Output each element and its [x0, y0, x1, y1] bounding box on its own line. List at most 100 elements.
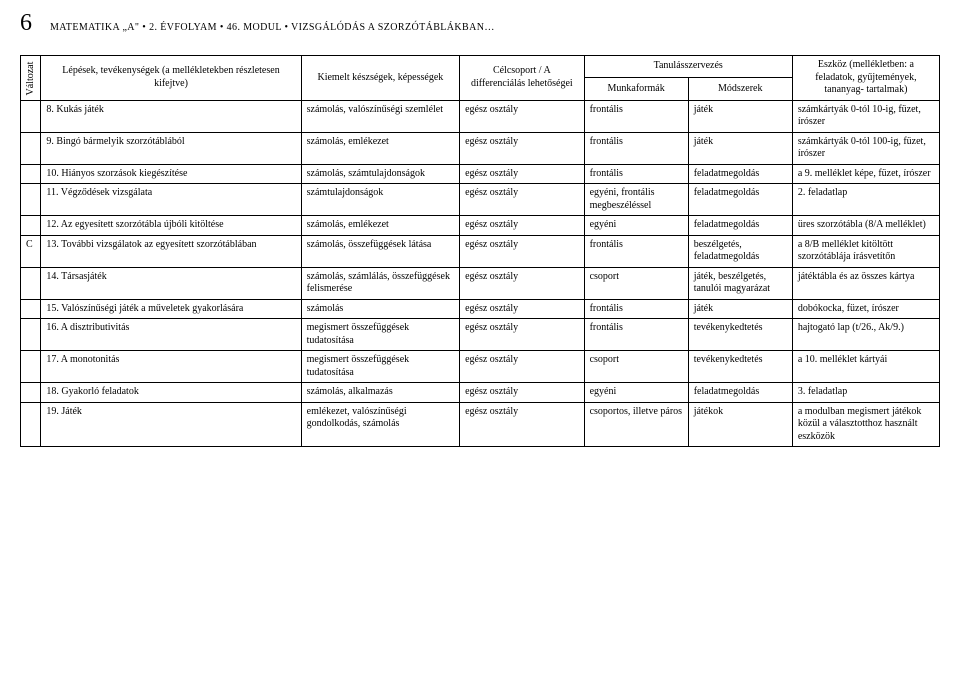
cell-variant — [21, 383, 41, 403]
cell-methods: játék — [688, 132, 792, 164]
cell-steps: 17. A monotonitás — [41, 351, 301, 383]
col-tools: Eszköz (mellékletben: a feladatok, gyűjt… — [792, 56, 939, 101]
col-variant: Változat — [21, 56, 41, 101]
cell-methods: játék, beszélgetés, tanulói magyarázat — [688, 267, 792, 299]
table-row: 12. Az egyesített szorzótábla újbóli kit… — [21, 216, 940, 236]
cell-target: egész osztály — [460, 184, 584, 216]
cell-skills: számtulajdonságok — [301, 184, 459, 216]
cell-forms: frontális — [584, 100, 688, 132]
col-methods: Módszerek — [688, 78, 792, 100]
cell-methods: feladatmegoldás — [688, 383, 792, 403]
cell-methods: játék — [688, 299, 792, 319]
cell-forms: csoportos, illetve páros — [584, 402, 688, 447]
table-row: 19. Játékemlékezet, valószínűségi gondol… — [21, 402, 940, 447]
table-row: 9. Bingó bármelyik szorzótáblábólszámolá… — [21, 132, 940, 164]
cell-methods: beszélgetés, feladatmegoldás — [688, 235, 792, 267]
cell-methods: tevékenykedtetés — [688, 319, 792, 351]
cell-target: egész osztály — [460, 402, 584, 447]
table-row: 14. Társasjátékszámolás, számlálás, össz… — [21, 267, 940, 299]
cell-target: egész osztály — [460, 100, 584, 132]
cell-skills: számolás, emlékezet — [301, 132, 459, 164]
table-row: 8. Kukás játékszámolás, valószínűségi sz… — [21, 100, 940, 132]
cell-target: egész osztály — [460, 383, 584, 403]
table-head: Változat Lépések, tevékenységek (a mellé… — [21, 56, 940, 101]
cell-skills: számolás, számlálás, összefüggések felis… — [301, 267, 459, 299]
cell-steps: 8. Kukás játék — [41, 100, 301, 132]
cell-forms: frontális — [584, 299, 688, 319]
cell-forms: egyéni, frontális megbeszéléssel — [584, 184, 688, 216]
cell-tools: a 10. melléklet kártyái — [792, 351, 939, 383]
cell-target: egész osztály — [460, 319, 584, 351]
cell-forms: csoport — [584, 267, 688, 299]
cell-steps: 12. Az egyesített szorzótábla újbóli kit… — [41, 216, 301, 236]
table-body: 8. Kukás játékszámolás, valószínűségi sz… — [21, 100, 940, 447]
cell-variant — [21, 299, 41, 319]
table-row: 16. A disztributivitásmegismert összefüg… — [21, 319, 940, 351]
table-row: 10. Hiányos szorzások kiegészítéseszámol… — [21, 164, 940, 184]
table-row: 11. Végződések vizsgálataszámtulajdonság… — [21, 184, 940, 216]
cell-tools: 3. feladatlap — [792, 383, 939, 403]
cell-target: egész osztály — [460, 299, 584, 319]
cell-methods: játékok — [688, 402, 792, 447]
cell-skills: számolás, valószínűségi szemlélet — [301, 100, 459, 132]
cell-variant — [21, 351, 41, 383]
col-organization: Tanulásszervezés — [584, 56, 792, 78]
cell-forms: frontális — [584, 235, 688, 267]
cell-tools: üres szorzótábla (8/A melléklet) — [792, 216, 939, 236]
cell-variant — [21, 184, 41, 216]
cell-tools: a 9. melléklet képe, füzet, írószer — [792, 164, 939, 184]
cell-variant — [21, 164, 41, 184]
cell-methods: feladatmegoldás — [688, 216, 792, 236]
cell-methods: feladatmegoldás — [688, 164, 792, 184]
cell-target: egész osztály — [460, 164, 584, 184]
cell-variant — [21, 319, 41, 351]
cell-steps: 18. Gyakorló feladatok — [41, 383, 301, 403]
cell-variant — [21, 402, 41, 447]
col-forms: Munkaformák — [584, 78, 688, 100]
cell-tools: a 8/B melléklet kitöltött szorzótáblája … — [792, 235, 939, 267]
cell-tools: hajtogató lap (t/26., Ak/9.) — [792, 319, 939, 351]
col-steps: Lépések, tevékenységek (a mellékletekben… — [41, 56, 301, 101]
cell-tools: dobókocka, füzet, írószer — [792, 299, 939, 319]
cell-target: egész osztály — [460, 235, 584, 267]
cell-variant — [21, 132, 41, 164]
col-target: Célcsoport / A differenciálás lehetősége… — [460, 56, 584, 101]
cell-steps: 13. További vizsgálatok az egyesített sz… — [41, 235, 301, 267]
cell-tools: a modulban megismert játékok közül a vál… — [792, 402, 939, 447]
table-row: 18. Gyakorló feladatokszámolás, alkalmaz… — [21, 383, 940, 403]
cell-skills: megismert összefüggések tudatosítása — [301, 351, 459, 383]
table-row: 15. Valószínűségi játék a műveletek gyak… — [21, 299, 940, 319]
page-header: 6 MATEMATIKA „A" • 2. ÉVFOLYAM • 46. MOD… — [20, 10, 940, 37]
cell-variant: C — [21, 235, 41, 267]
cell-skills: számolás, emlékezet — [301, 216, 459, 236]
cell-steps: 11. Végződések vizsgálata — [41, 184, 301, 216]
lesson-table: Változat Lépések, tevékenységek (a mellé… — [20, 55, 940, 447]
cell-tools: 2. feladatlap — [792, 184, 939, 216]
cell-forms: frontális — [584, 164, 688, 184]
cell-variant — [21, 267, 41, 299]
cell-steps: 19. Játék — [41, 402, 301, 447]
cell-methods: feladatmegoldás — [688, 184, 792, 216]
cell-skills: emlékezet, valószínűségi gondolkodás, sz… — [301, 402, 459, 447]
cell-forms: egyéni — [584, 383, 688, 403]
cell-methods: játék — [688, 100, 792, 132]
cell-forms: frontális — [584, 132, 688, 164]
cell-skills: számolás, összefüggések látása — [301, 235, 459, 267]
cell-skills: számolás, számtulajdonságok — [301, 164, 459, 184]
cell-tools: játéktábla és az összes kártya — [792, 267, 939, 299]
page-number: 6 — [20, 10, 32, 37]
cell-target: egész osztály — [460, 216, 584, 236]
cell-steps: 9. Bingó bármelyik szorzótáblából — [41, 132, 301, 164]
cell-skills: számolás, alkalmazás — [301, 383, 459, 403]
cell-target: egész osztály — [460, 351, 584, 383]
cell-steps: 10. Hiányos szorzások kiegészítése — [41, 164, 301, 184]
cell-methods: tevékenykedtetés — [688, 351, 792, 383]
cell-variant — [21, 100, 41, 132]
table-row: 17. A monotonitásmegismert összefüggések… — [21, 351, 940, 383]
cell-target: egész osztály — [460, 132, 584, 164]
cell-tools: számkártyák 0-tól 10-ig, füzet, írószer — [792, 100, 939, 132]
col-skills: Kiemelt készségek, képességek — [301, 56, 459, 101]
cell-forms: frontális — [584, 319, 688, 351]
cell-tools: számkártyák 0-tól 100-ig, füzet, írószer — [792, 132, 939, 164]
cell-forms: egyéni — [584, 216, 688, 236]
